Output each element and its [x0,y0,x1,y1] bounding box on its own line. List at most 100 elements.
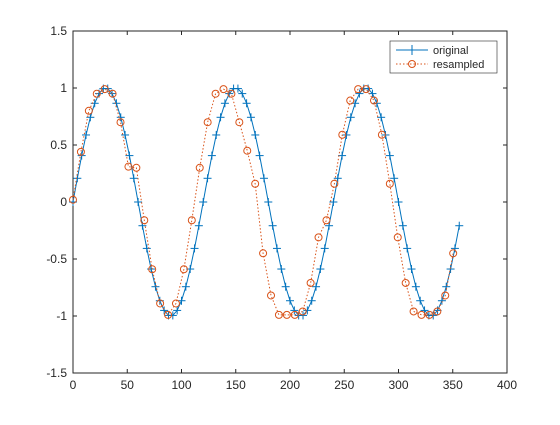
data-point [199,198,208,206]
data-point [385,179,394,188]
data-point [330,179,339,188]
data-point [235,118,244,127]
data-point [92,89,101,98]
data-point [243,146,252,155]
x-tick-label: 50 [121,378,135,392]
data-point [267,291,276,300]
y-tick-label: 0.5 [50,138,67,152]
data-point [407,265,416,274]
data-point [322,216,331,225]
data-point [437,296,446,305]
y-tick-label: -0.5 [46,252,67,266]
data-point [346,113,355,122]
data-point [151,282,160,291]
x-tick-label: 350 [443,378,463,392]
data-point [329,198,338,206]
data-point [298,307,307,316]
series-line-original [72,88,460,316]
y-axis: -1.5 -1 -0.5 0 0.5 1 1.5 [46,24,507,380]
legend-original-marker [407,45,417,55]
data-point [338,130,347,139]
data-point [377,130,386,139]
data-point [134,198,143,206]
data-point [281,282,290,291]
data-point [251,179,260,188]
data-point [390,174,399,183]
data-point [187,216,196,225]
data-point [441,291,450,300]
data-point [100,85,109,94]
data-point [255,151,264,160]
x-tick-label: 300 [388,378,408,392]
data-point [393,233,402,242]
data-point [398,221,407,230]
data-point [307,296,316,305]
data-point [233,84,242,93]
data-point [312,282,321,291]
data-point [148,265,157,274]
data-point [171,299,180,308]
data-point [385,151,394,160]
data-point [76,147,85,156]
data-point [354,85,363,94]
data-point [86,113,95,122]
data-point [411,282,420,291]
data-point [124,162,133,171]
data-point [455,221,464,230]
data-point [362,85,371,94]
data-point [132,163,141,172]
data-point [274,310,283,319]
data-point [409,307,418,316]
data-point [377,113,386,122]
data-point [246,113,255,122]
data-point [156,299,165,308]
data-point [69,195,77,204]
data-point [272,244,281,253]
data-point [173,306,182,315]
data-point [446,265,455,274]
legend-resampled-marker [408,60,416,68]
data-point [181,282,190,291]
series-resampled [69,85,458,319]
data-point [417,310,426,319]
data-point [320,244,329,253]
data-point [286,296,294,305]
x-tick-label: 400 [497,378,517,392]
x-tick-label: 100 [171,378,191,392]
data-point [450,244,459,253]
y-tick-label: -1 [56,309,67,323]
data-point [394,198,403,206]
data-point [416,296,425,305]
data-point [203,174,212,183]
data-point [84,106,93,115]
data-point [282,310,291,319]
data-point [316,265,325,274]
data-point [207,151,216,160]
data-point [168,311,177,320]
data-point [164,310,173,319]
data-point [425,310,434,319]
data-point [121,130,130,139]
data-point [268,221,277,230]
data-point [116,118,125,127]
data-point [342,130,351,139]
data-point [242,99,251,108]
x-tick-label: 200 [280,378,300,392]
data-point [433,307,442,316]
data-point [251,130,260,139]
data-point [290,306,299,315]
y-tick-label: -1.5 [46,366,67,380]
x-tick-label: 150 [226,378,246,392]
data-point [368,89,377,98]
data-point [303,306,312,315]
data-point [82,130,91,139]
data-point [211,89,220,98]
y-tick-label: 0 [60,195,67,209]
data-point [449,249,458,258]
x-tick-label: 250 [334,378,354,392]
data-point [216,113,225,122]
legend-resampled-label: resampled [433,59,484,71]
y-tick-label: 1.5 [50,24,67,38]
data-point [212,130,221,139]
